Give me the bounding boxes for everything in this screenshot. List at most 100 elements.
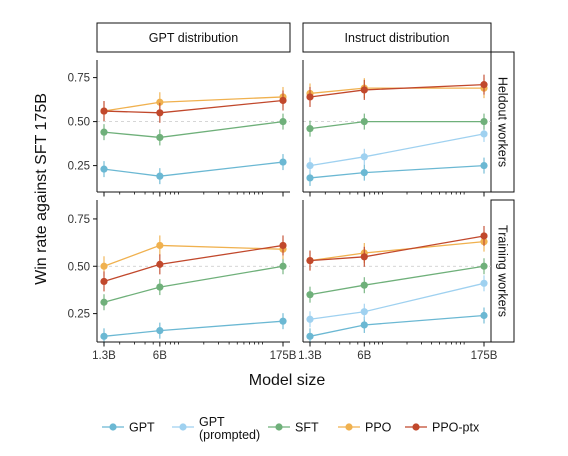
row-strip-label: Training workers bbox=[496, 225, 510, 317]
data-point bbox=[360, 169, 368, 177]
series-line bbox=[309, 133, 485, 167]
data-point bbox=[306, 174, 314, 182]
data-point bbox=[156, 109, 164, 117]
data-point bbox=[480, 262, 488, 270]
legend-item-sft: SFT bbox=[268, 421, 319, 435]
data-point bbox=[100, 107, 108, 115]
data-point bbox=[360, 253, 368, 261]
legend: GPT GPT (prompted) SFT PPO PPO-ptx bbox=[102, 415, 480, 442]
marks-layer bbox=[100, 74, 488, 345]
series-gpt-prompted bbox=[306, 275, 488, 328]
legend-key-point bbox=[179, 423, 187, 431]
data-point bbox=[360, 153, 368, 161]
data-point bbox=[480, 311, 488, 320]
data-point bbox=[279, 241, 287, 250]
data-point bbox=[306, 93, 314, 101]
data-point bbox=[100, 298, 108, 306]
series-gpt-prompted bbox=[306, 125, 488, 174]
legend-item-ppo-ptx: PPO-ptx bbox=[405, 421, 480, 435]
y-tick-label: 0.50 bbox=[68, 261, 90, 273]
series-ppo-ptx bbox=[100, 235, 287, 292]
data-point bbox=[480, 279, 488, 287]
data-point bbox=[360, 281, 368, 289]
x-tick-label: 1.3B bbox=[92, 350, 116, 362]
legend-key-point bbox=[345, 423, 353, 431]
series-ppo-ptx bbox=[100, 90, 287, 123]
legend-label: GPT (prompted) bbox=[199, 415, 260, 442]
series-ppo bbox=[100, 86, 287, 122]
data-point bbox=[100, 277, 108, 286]
series-line bbox=[309, 314, 485, 337]
series-sft bbox=[306, 113, 488, 137]
data-point bbox=[100, 332, 108, 340]
data-point bbox=[156, 283, 164, 291]
legend-key-point bbox=[109, 423, 117, 431]
x-tick-label: 175B bbox=[471, 350, 498, 362]
series-sft bbox=[100, 258, 287, 311]
data-point bbox=[480, 81, 488, 89]
y-tick-label: 0.75 bbox=[68, 73, 90, 85]
y-axis-title: Win rate against SFT 175B bbox=[33, 93, 50, 285]
y-tick-label: 0.50 bbox=[68, 117, 90, 129]
data-point bbox=[156, 98, 164, 106]
column-strip-instruct-distribution bbox=[302, 22, 492, 53]
series-gpt bbox=[306, 157, 488, 186]
series-gpt bbox=[100, 313, 287, 345]
data-point bbox=[306, 332, 314, 340]
data-point bbox=[306, 125, 314, 133]
data-point bbox=[279, 317, 287, 325]
row-strip-label: Heldout workers bbox=[496, 77, 510, 167]
legend-label: PPO-ptx bbox=[432, 421, 480, 435]
data-point bbox=[306, 162, 314, 170]
x-tick-label: 6B bbox=[153, 350, 167, 362]
series-gpt bbox=[306, 307, 488, 345]
series-ppo-ptx bbox=[306, 74, 488, 107]
data-point bbox=[156, 327, 164, 335]
series-line bbox=[309, 120, 484, 130]
series-sft bbox=[306, 258, 488, 303]
series-ppo bbox=[306, 78, 488, 104]
data-point bbox=[360, 308, 368, 316]
data-point bbox=[100, 128, 108, 136]
series-line bbox=[309, 164, 485, 179]
data-point bbox=[279, 118, 287, 126]
data-point bbox=[360, 321, 368, 329]
data-point bbox=[100, 262, 108, 270]
data-point bbox=[279, 262, 287, 270]
data-point bbox=[156, 241, 164, 250]
data-point bbox=[279, 96, 287, 105]
legend-key-point bbox=[412, 423, 420, 431]
data-point bbox=[360, 86, 368, 94]
row-strip-training-workers bbox=[490, 199, 515, 343]
axes-layer: 0.250.500.750.250.500.751.3B 6B 175B 1.3B 6B… bbox=[68, 60, 498, 362]
x-tick-label: 6B bbox=[357, 350, 371, 362]
y-tick-label: 0.25 bbox=[68, 309, 90, 321]
legend-label: SFT bbox=[295, 421, 319, 435]
legend-item-ppo: PPO bbox=[338, 421, 392, 435]
data-point bbox=[156, 172, 164, 180]
series-line bbox=[103, 320, 284, 337]
data-point bbox=[306, 315, 314, 323]
data-point bbox=[360, 118, 368, 126]
column-strip-gpt-distribution bbox=[96, 22, 291, 53]
x-tick-label: 1.3B bbox=[298, 350, 322, 362]
data-point bbox=[306, 291, 314, 299]
y-tick-label: 0.25 bbox=[68, 161, 90, 173]
legend-key-point bbox=[275, 423, 283, 431]
data-point bbox=[100, 165, 108, 173]
x-tick-label: 175B bbox=[270, 350, 297, 362]
series-sft bbox=[100, 113, 287, 146]
series-line bbox=[103, 244, 284, 283]
series-line bbox=[103, 120, 284, 139]
legend-item-gpt-prompted: GPT (prompted) bbox=[172, 415, 260, 442]
panels-layer: GPT distribution Instruct distribution Hel… bbox=[96, 22, 515, 343]
data-point bbox=[279, 158, 287, 166]
data-point bbox=[306, 256, 314, 265]
data-point bbox=[480, 118, 488, 126]
legend-label: GPT bbox=[129, 421, 155, 435]
column-strip-label: Instruct distribution bbox=[345, 31, 450, 45]
series-line bbox=[103, 244, 284, 267]
y-tick-label: 0.75 bbox=[68, 214, 90, 226]
data-point bbox=[156, 133, 164, 142]
